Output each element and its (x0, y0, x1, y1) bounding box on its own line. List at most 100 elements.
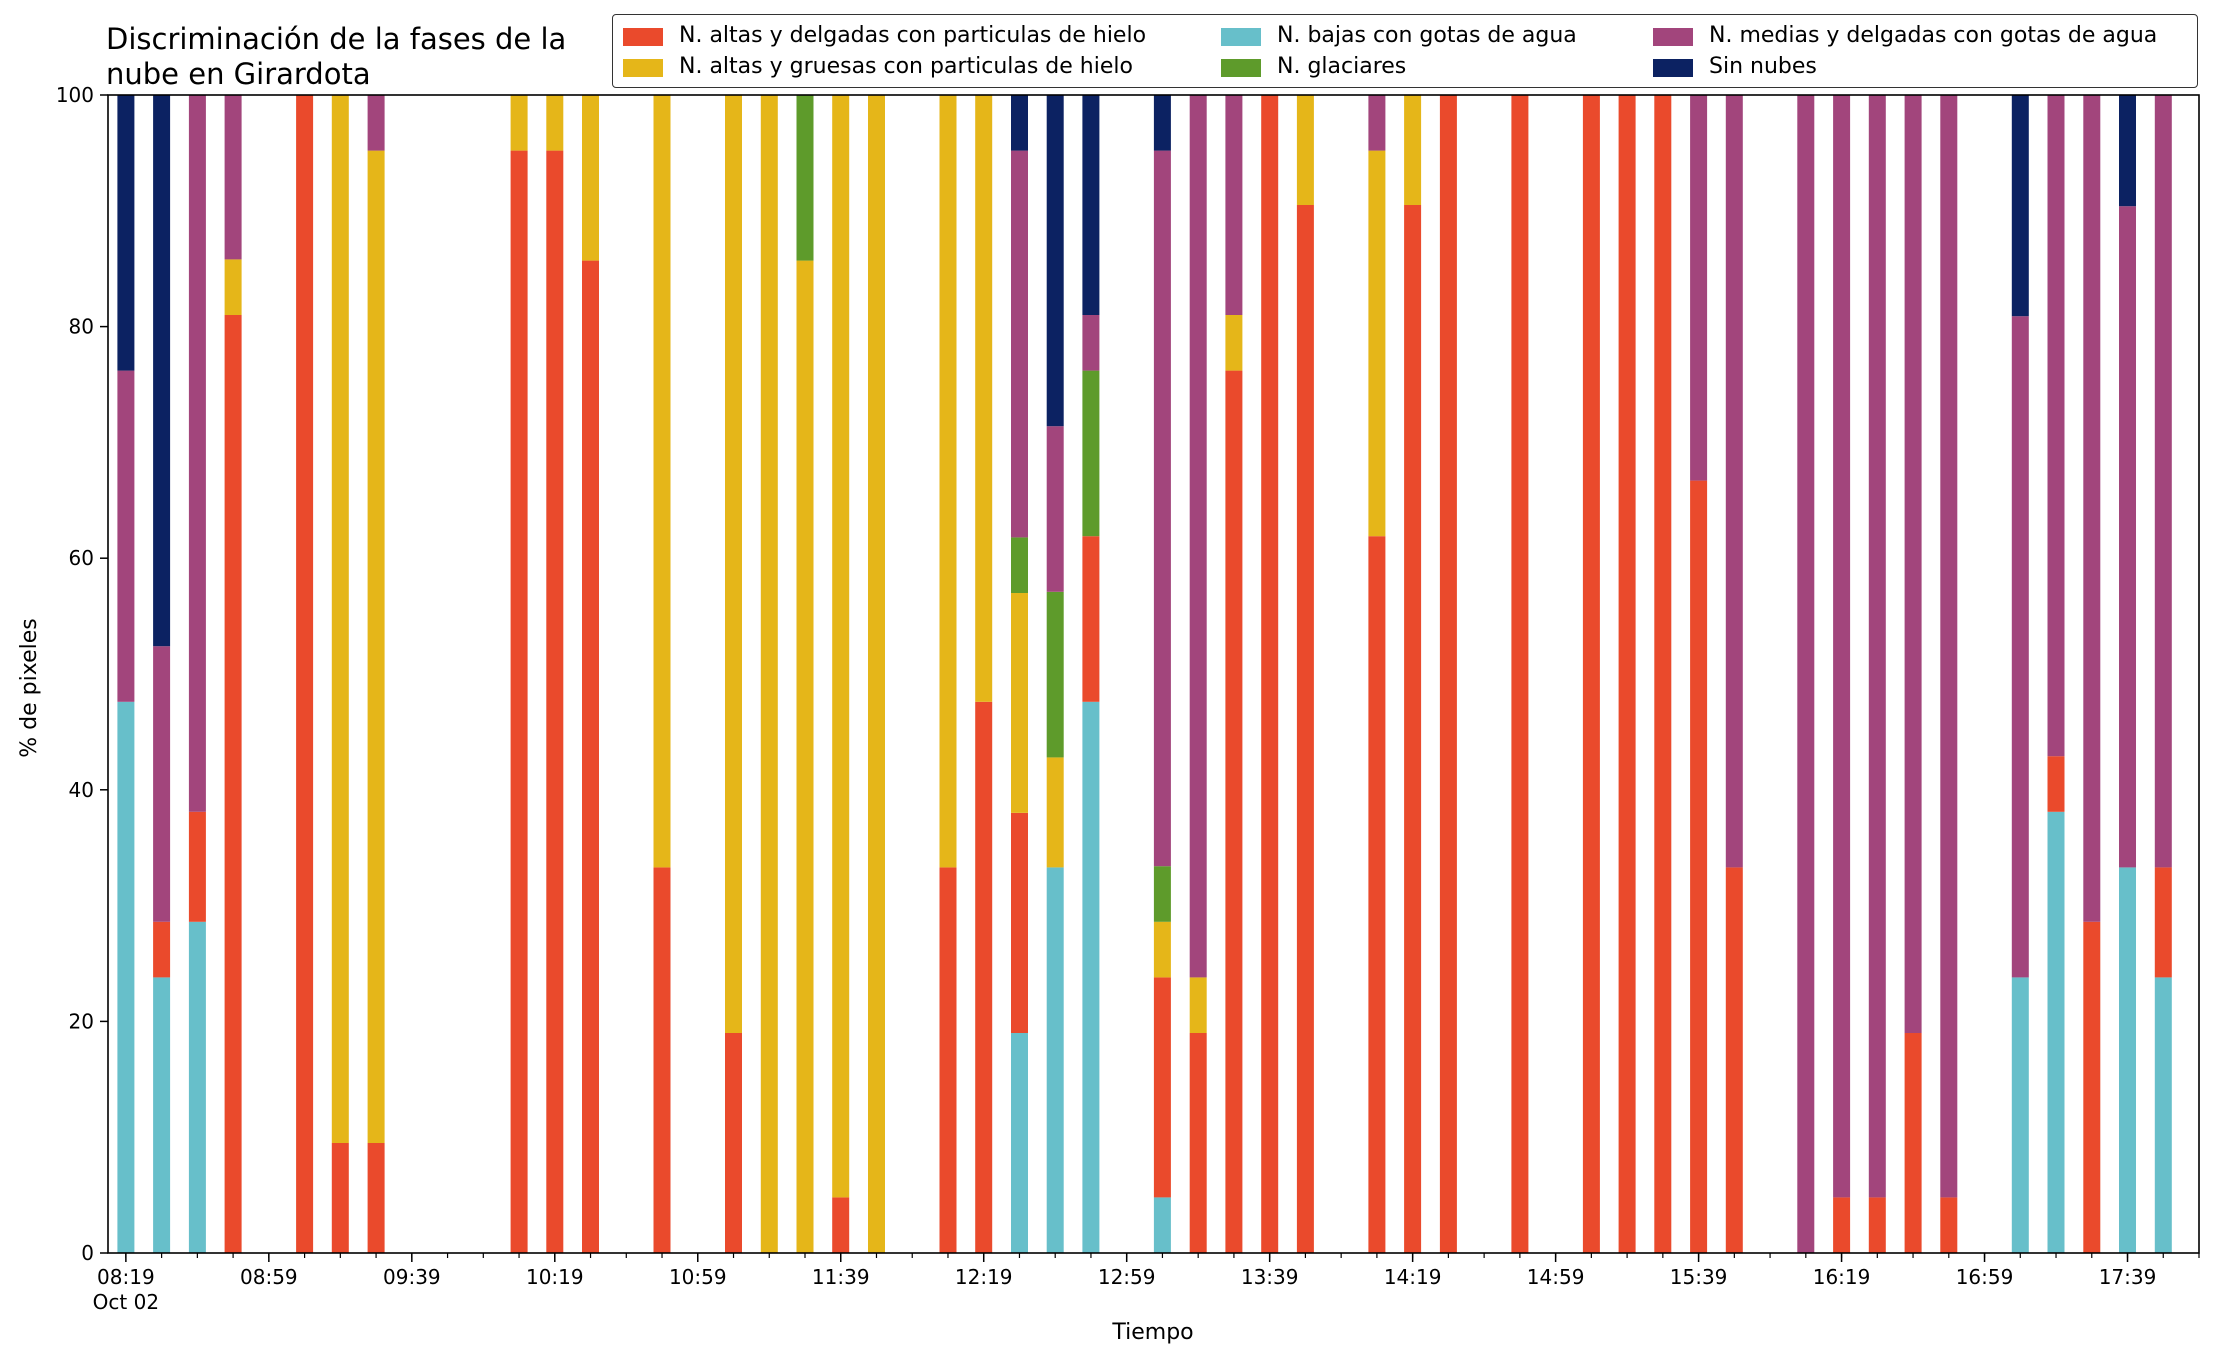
bar-segment-n-medias-y-delgadas-con-gotas-de-agua (367, 95, 385, 151)
bar-segment-n-altas-y-delgadas-con-particulas-de-hielo (975, 701, 993, 1253)
bar-segment-n-bajas-con-gotas-de-agua (2154, 977, 2172, 1253)
bar-segment-n-bajas-con-gotas-de-agua (2047, 811, 2065, 1253)
stacked-bar (296, 95, 314, 1253)
y-tick-label: 20 (69, 1009, 94, 1033)
bar-segment-n-altas-y-gruesas-con-particulas-de-hielo (796, 260, 814, 1254)
bar-segment-n-altas-y-delgadas-con-particulas-de-hielo (653, 867, 671, 1253)
chart-title: Discriminación de la fases de la nube en… (106, 22, 567, 91)
stacked-bar (1797, 95, 1815, 1253)
bar-segment-n-glaciares (1153, 866, 1171, 922)
stacked-bar (1225, 95, 1243, 1254)
bar-segment-n-medias-y-delgadas-con-gotas-de-agua (1011, 150, 1028, 538)
bar-segment-n-altas-y-delgadas-con-particulas-de-hielo (188, 811, 206, 922)
bar-segment-n-altas-y-gruesas-con-particulas-de-hielo (546, 95, 564, 151)
bar-segment-n-altas-y-gruesas-con-particulas-de-hielo (653, 95, 671, 868)
bar-segment-n-altas-y-gruesas-con-particulas-de-hielo (224, 259, 242, 315)
bar-segment-n-altas-y-delgadas-con-particulas-de-hielo (224, 315, 242, 1253)
stacked-bar (546, 95, 564, 1254)
stacked-bar (2154, 95, 2172, 1253)
bar-segment-n-medias-y-delgadas-con-gotas-de-agua (1046, 426, 1064, 592)
legend-label: N. altas y gruesas con particulas de hie… (679, 54, 1133, 79)
x-tick-label: 12:59 (1098, 1265, 1156, 1289)
legend: N. altas y delgadas con particulas de hi… (612, 14, 2198, 88)
stacked-bar (725, 95, 742, 1253)
bar-segment-n-altas-y-delgadas-con-particulas-de-hielo (296, 95, 314, 1253)
bar-segment-n-altas-y-delgadas-con-particulas-de-hielo (725, 1033, 742, 1253)
bar-segment-sin-nubes (1153, 95, 1171, 151)
y-axis-label: % de pixeles (17, 618, 42, 757)
bar-segment-n-medias-y-delgadas-con-gotas-de-agua (117, 370, 135, 702)
y-tick-label: 40 (69, 778, 94, 802)
bar-segment-n-medias-y-delgadas-con-gotas-de-agua (1368, 95, 1386, 151)
x-tick-label: 15:39 (1670, 1265, 1728, 1289)
stacked-bar (117, 95, 135, 1253)
plot-frame (107, 94, 2200, 1254)
stacked-bar (1439, 95, 1457, 1253)
bar-segment-n-altas-y-delgadas-con-particulas-de-hielo (1404, 205, 1422, 1253)
bar-segment-n-altas-y-gruesas-con-particulas-de-hielo (832, 95, 850, 1198)
bar-segment-n-bajas-con-gotas-de-agua (188, 921, 206, 1253)
bar-segment-n-altas-y-delgadas-con-particulas-de-hielo (2083, 921, 2101, 1253)
stacked-bar (1296, 95, 1314, 1253)
bar-segment-n-altas-y-delgadas-con-particulas-de-hielo (582, 260, 599, 1254)
bar-segment-n-medias-y-delgadas-con-gotas-de-agua (1797, 95, 1815, 1253)
x-tick-date-label: Oct 02 (93, 1290, 159, 1314)
x-tick-label: 12:19 (955, 1265, 1013, 1289)
bar-segment-n-glaciares (1011, 537, 1028, 593)
x-tick-label: 08:19 (97, 1265, 155, 1289)
legend-label: N. altas y delgadas con particulas de hi… (679, 23, 1147, 48)
stacked-bar (939, 95, 957, 1253)
bar-segment-n-altas-y-delgadas-con-particulas-de-hielo (1904, 1033, 1922, 1253)
bar-segment-n-medias-y-delgadas-con-gotas-de-agua (1189, 95, 1207, 978)
stacked-bar (868, 95, 885, 1253)
stacked-bar (1046, 95, 1064, 1253)
stacked-bar (1011, 95, 1028, 1253)
bar-segment-n-medias-y-delgadas-con-gotas-de-agua (1225, 95, 1243, 315)
bar-segment-n-altas-y-gruesas-con-particulas-de-hielo (331, 95, 349, 1143)
x-tick-label: 08:59 (240, 1265, 298, 1289)
legend-label: N. medias y delgadas con gotas de agua (1709, 23, 2158, 48)
bar-segment-n-altas-y-delgadas-con-particulas-de-hielo (1368, 536, 1386, 1253)
bar-segment-n-altas-y-delgadas-con-particulas-de-hielo (939, 867, 957, 1253)
stacked-bar (1833, 95, 1851, 1253)
bar-segment-n-altas-y-delgadas-con-particulas-de-hielo (546, 150, 564, 1254)
bar-segment-sin-nubes (153, 95, 171, 647)
bar-segment-n-altas-y-delgadas-con-particulas-de-hielo (331, 1143, 349, 1253)
legend-swatch (1653, 28, 1693, 46)
stacked-bar (1868, 95, 1886, 1253)
x-tick-label: 14:19 (1384, 1265, 1442, 1289)
y-tick-label: 80 (69, 315, 94, 339)
bar-segment-n-altas-y-gruesas-con-particulas-de-hielo (582, 95, 599, 261)
bar-segment-n-medias-y-delgadas-con-gotas-de-agua (1940, 95, 1958, 1198)
bar-segment-n-bajas-con-gotas-de-agua (153, 977, 171, 1253)
bar-segment-sin-nubes (1082, 95, 1100, 315)
bar-segment-n-medias-y-delgadas-con-gotas-de-agua (2083, 95, 2101, 922)
stacked-bar (1618, 95, 1636, 1253)
stacked-bar (510, 95, 528, 1254)
bar-segment-n-altas-y-delgadas-con-particulas-de-hielo (1582, 95, 1600, 1253)
bar-segment-n-altas-y-delgadas-con-particulas-de-hielo (1082, 536, 1100, 702)
bar-segment-n-altas-y-delgadas-con-particulas-de-hielo (1868, 1197, 1886, 1253)
stacked-bar (2011, 95, 2029, 1253)
legend-swatch (623, 59, 663, 77)
bar-segment-sin-nubes (2119, 95, 2136, 207)
bar-segment-n-altas-y-gruesas-con-particulas-de-hielo (1046, 757, 1064, 868)
y-tick-label: 60 (69, 546, 94, 570)
legend-swatch (623, 28, 663, 46)
bar-segment-n-altas-y-delgadas-con-particulas-de-hielo (1618, 95, 1636, 1253)
bar-segment-n-altas-y-delgadas-con-particulas-de-hielo (832, 1197, 850, 1253)
stacked-bar (1189, 95, 1207, 1253)
bar-segment-n-bajas-con-gotas-de-agua (2011, 977, 2029, 1253)
bar-segment-n-medias-y-delgadas-con-gotas-de-agua (2154, 95, 2172, 868)
legend-swatch (1221, 28, 1261, 46)
stacked-bar (2083, 95, 2101, 1253)
bar-segment-n-bajas-con-gotas-de-agua (117, 701, 135, 1253)
legend-label: Sin nubes (1709, 54, 1817, 79)
stacked-bar (1725, 95, 1743, 1253)
bar-segment-n-altas-y-gruesas-con-particulas-de-hielo (760, 95, 778, 1253)
stacked-bar (1904, 95, 1922, 1253)
y-tick-label: 0 (81, 1241, 94, 1265)
bar-segment-n-medias-y-delgadas-con-gotas-de-agua (224, 95, 242, 260)
bar-segment-n-altas-y-gruesas-con-particulas-de-hielo (1296, 95, 1314, 205)
